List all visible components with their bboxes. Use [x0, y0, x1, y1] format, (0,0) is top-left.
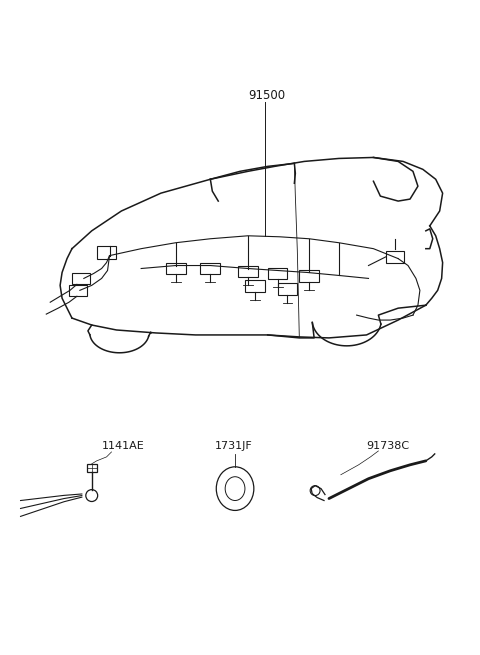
- Bar: [386, 251, 404, 263]
- Bar: [268, 267, 288, 280]
- Bar: [72, 273, 90, 284]
- Bar: [300, 271, 319, 282]
- Bar: [245, 280, 264, 292]
- Text: 91738C: 91738C: [367, 441, 409, 451]
- Bar: [87, 464, 96, 472]
- Bar: [96, 246, 117, 259]
- Bar: [201, 263, 220, 274]
- Text: 1141AE: 1141AE: [102, 441, 144, 451]
- Bar: [69, 286, 87, 296]
- Text: 91500: 91500: [248, 89, 285, 102]
- Bar: [166, 263, 186, 274]
- Text: 1731JF: 1731JF: [216, 441, 253, 451]
- Bar: [277, 284, 297, 295]
- Bar: [238, 265, 258, 278]
